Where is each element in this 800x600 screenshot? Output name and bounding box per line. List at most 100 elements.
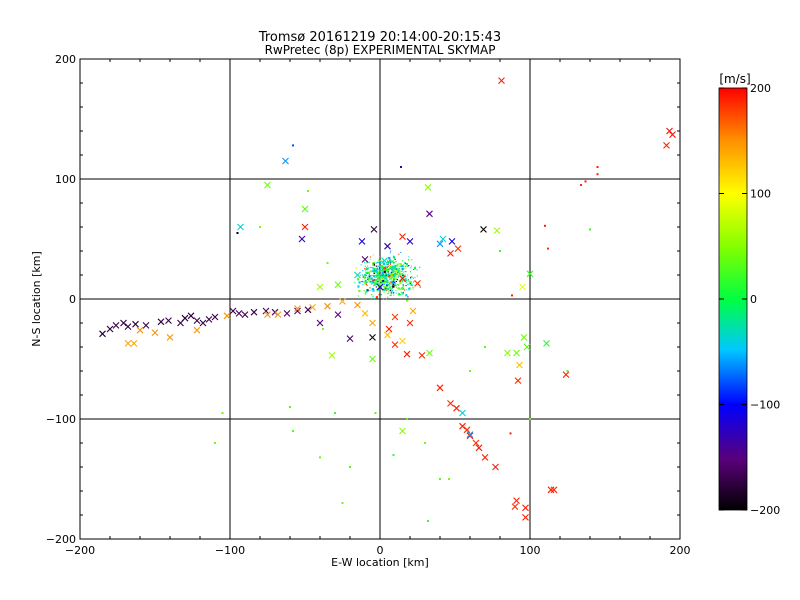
y-tick-label: −200 (46, 533, 76, 546)
cluster-point (374, 283, 376, 285)
cluster-point (388, 267, 390, 269)
cluster-point (404, 261, 406, 264)
cluster-point (362, 276, 364, 278)
data-point-x (447, 250, 454, 257)
data-point-x (466, 432, 474, 440)
data-point-x (241, 311, 249, 318)
cluster-point (377, 283, 379, 285)
cluster-point (400, 287, 404, 290)
cluster-point (379, 279, 382, 282)
cluster-point (401, 286, 403, 288)
cluster-point (388, 268, 390, 270)
cluster-point (369, 266, 372, 269)
cluster-point (378, 260, 380, 262)
cluster-point (365, 275, 368, 277)
cluster-point (382, 290, 384, 292)
cluster-point (405, 294, 408, 297)
cluster-point (376, 276, 378, 278)
cluster-point (408, 264, 410, 267)
cluster-point (373, 285, 375, 287)
cluster-point (388, 275, 391, 278)
cluster-point (402, 260, 404, 262)
cluster-point (410, 283, 413, 286)
cluster-point (372, 288, 374, 290)
cluster-point (354, 281, 356, 283)
cluster-point (402, 280, 404, 282)
cluster-point (377, 271, 380, 274)
data-point-x (301, 223, 309, 231)
cluster-point (384, 267, 388, 270)
y-tick-label: 0 (69, 293, 76, 306)
cluster-point (370, 270, 372, 272)
cluster-point (387, 284, 389, 286)
cluster-point (407, 296, 409, 298)
cluster-point (398, 253, 400, 255)
cluster-point (384, 281, 386, 283)
cluster-point (407, 284, 409, 286)
cluster-point (387, 296, 389, 298)
data-point-x (369, 319, 376, 327)
cluster-point (382, 262, 384, 264)
cluster-point (400, 291, 402, 293)
cluster-point (409, 277, 412, 279)
colorbar-tick-label: −100 (750, 399, 780, 412)
colorbar-tick-label: 0 (750, 293, 757, 306)
data-point-x (301, 205, 309, 213)
cluster-point (393, 294, 395, 296)
cluster-point (371, 281, 375, 284)
cluster-point (390, 288, 392, 290)
cluster-point (377, 278, 379, 280)
cluster-point (364, 293, 366, 295)
cluster-point (402, 287, 405, 290)
data-point-dot (221, 412, 224, 414)
cluster-point (396, 274, 398, 276)
data-point-x (414, 280, 421, 287)
cluster-point (372, 264, 375, 266)
cluster-point (393, 269, 395, 271)
data-point-x (339, 298, 346, 305)
cluster-point (402, 285, 404, 287)
cluster-point (399, 273, 401, 275)
cluster-point (367, 278, 369, 280)
data-point-x (466, 431, 474, 438)
cluster-point (396, 272, 398, 274)
cluster-point (382, 285, 384, 287)
cluster-point (390, 293, 392, 295)
cluster-point (356, 278, 360, 281)
chart-title: Tromsø 20161219 20:14:00-20:15:43 (258, 30, 501, 45)
cluster-point (372, 279, 375, 282)
cluster-point (401, 276, 403, 278)
cluster-point (370, 277, 373, 280)
cluster-point (408, 283, 410, 285)
cluster-point (375, 282, 378, 286)
cluster-point (388, 262, 390, 264)
cluster-point (373, 272, 375, 274)
data-point-x (346, 335, 354, 342)
cluster-point (402, 272, 405, 274)
cluster-point (378, 270, 380, 272)
cluster-point (395, 261, 397, 263)
cluster-point (368, 261, 370, 264)
cluster-point (393, 255, 395, 257)
cluster-point (405, 285, 407, 287)
cluster-point (395, 280, 397, 283)
cluster-point (383, 276, 385, 278)
cluster-point (386, 279, 389, 282)
data-point-x (283, 310, 291, 317)
cluster-point (389, 294, 391, 297)
cluster-point (388, 265, 390, 267)
cluster-point (400, 251, 402, 253)
data-point-x (369, 355, 376, 363)
cluster-point (406, 279, 408, 281)
cluster-point (377, 261, 379, 263)
cluster-point (371, 278, 373, 281)
cluster-point (378, 277, 381, 280)
cluster-point (377, 276, 379, 278)
cluster-point (362, 270, 364, 272)
cluster-point (401, 265, 404, 268)
cluster-point (390, 273, 393, 277)
cluster-point (393, 279, 395, 281)
cluster-point (397, 275, 400, 277)
cluster-point (404, 274, 406, 276)
cluster-point (370, 297, 372, 300)
